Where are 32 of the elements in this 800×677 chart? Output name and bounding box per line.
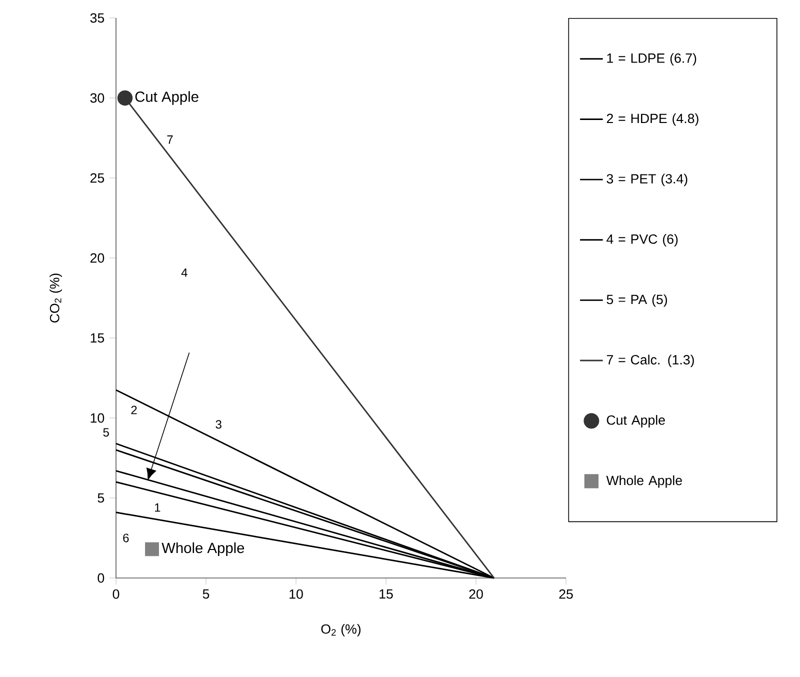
- y-tick-label: 5: [98, 493, 104, 503]
- y-tick-label: 30: [90, 93, 104, 103]
- legend-label: 3 = PET (3.4): [606, 174, 688, 186]
- text: Cut Apple: [135, 91, 198, 105]
- legend-label: Whole Apple: [606, 475, 682, 488]
- y-tick-label: 20: [90, 253, 104, 263]
- legend-label: 7 = Calc. (1.3): [606, 354, 694, 368]
- legend-label: 2 = HDPE (4.8): [606, 113, 698, 126]
- x-tick-label: 20: [469, 589, 483, 599]
- annotation: 6: [123, 534, 129, 542]
- x-axis-title: O$_{2}$ (%): [321, 624, 361, 636]
- y-tick-label: 15: [90, 333, 104, 343]
- legend-label: 1 = LDPE (6.7): [607, 53, 696, 66]
- y-tick-label: 10: [90, 413, 104, 423]
- legend-label: 4 = PVC (6): [606, 234, 678, 246]
- annotation: 1: [154, 503, 160, 512]
- legend-label: Cut Apple: [606, 415, 665, 428]
- text: Whole Apple: [162, 542, 244, 556]
- legend-label: 5 = PA (5): [606, 294, 667, 307]
- annotation: 4: [181, 268, 188, 277]
- x-tick-label: 0: [112, 589, 120, 599]
- x-tick-label: 15: [380, 589, 393, 599]
- annotation: 7: [167, 135, 173, 144]
- y-tick-label: 0: [98, 573, 104, 583]
- x-tick-label: 25: [559, 589, 573, 599]
- x-tick-label: 5: [202, 589, 210, 599]
- x-tick-label: 10: [290, 589, 303, 599]
- annotation: 2: [131, 406, 137, 414]
- y-tick-label: 35: [90, 13, 104, 23]
- y-axis-title: CO$_{2}$ (%): [50, 274, 62, 322]
- annotation: 3: [216, 420, 222, 429]
- y-tick-label: 25: [90, 173, 104, 183]
